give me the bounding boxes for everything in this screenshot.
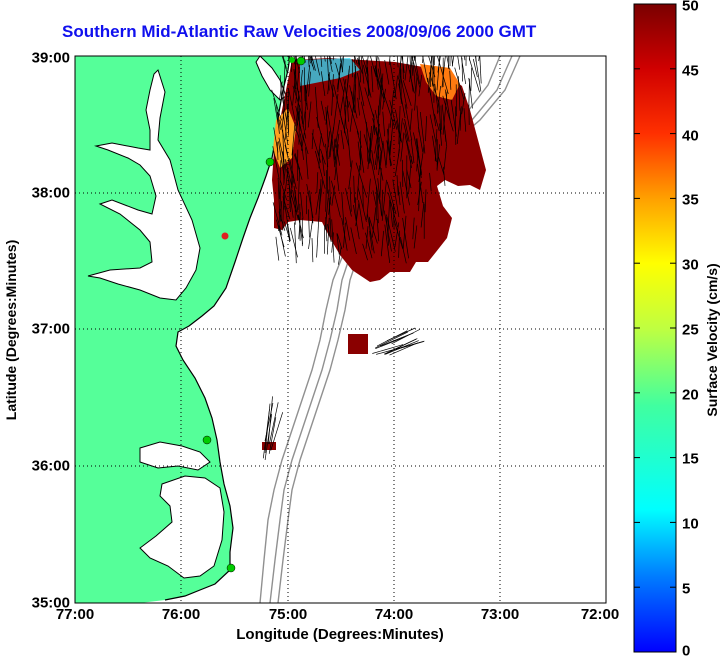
station-marker [227, 564, 235, 572]
velocity-patch-south [262, 442, 276, 450]
colorbar-tick-label: 0 [682, 643, 690, 660]
velocity-vector [352, 59, 353, 77]
colorbar-tick-label: 35 [682, 192, 699, 209]
colorbar-tick-label: 40 [682, 128, 699, 145]
x-tick-label: 73:00 [481, 606, 519, 623]
station-marker [266, 158, 274, 166]
station-marker [289, 57, 295, 63]
colorbar-tick-label: 25 [682, 322, 699, 339]
velocity-vector [303, 21, 312, 61]
colorbar-tick-label: 30 [682, 257, 699, 274]
velocity-vector [359, 80, 360, 100]
colorbar-label: Surface Velocity (cm/s) [704, 263, 720, 416]
y-tick-label: 35:00 [2, 595, 70, 612]
station-marker [297, 57, 305, 65]
velocity-vector [401, 22, 404, 60]
y-axis-label: Latitude (Degrees:Minutes) [3, 240, 19, 420]
x-tick-label: 74:00 [375, 606, 413, 623]
colorbar-tick-label: 10 [682, 516, 699, 533]
colorbar-tick-label: 5 [682, 581, 690, 598]
station-marker [203, 436, 211, 444]
x-axis-label: Longitude (Degrees:Minutes) [236, 626, 444, 643]
y-tick-label: 38:00 [2, 185, 70, 202]
x-tick-label: 72:00 [581, 606, 619, 623]
velocity-patch-offshore [348, 334, 368, 354]
colorbar-tick-label: 50 [682, 0, 699, 15]
colorbar [634, 4, 676, 652]
y-tick-label: 36:00 [2, 458, 70, 475]
colorbar-tick-label: 15 [682, 451, 699, 468]
station-marker [222, 233, 229, 240]
y-tick-label: 39:00 [2, 50, 70, 67]
x-tick-label: 76:00 [162, 606, 200, 623]
velocity-vector [327, 151, 328, 193]
x-tick-label: 75:00 [269, 606, 307, 623]
velocity-vector [295, 47, 296, 89]
colorbar-tick-label: 20 [682, 387, 699, 404]
colorbar-tick-label: 45 [682, 63, 699, 80]
